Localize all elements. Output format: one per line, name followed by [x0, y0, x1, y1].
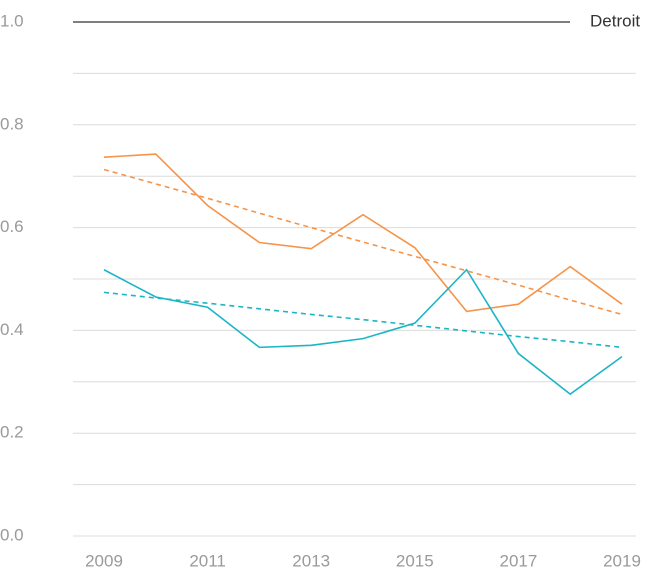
trend-line [103, 168, 623, 316]
series-line [103, 153, 623, 313]
x-tick-label: 2009 [85, 551, 123, 570]
reference-label: Detroit [590, 11, 640, 30]
y-tick-label: 0.4 [0, 320, 24, 339]
y-tick-label: 0.8 [0, 114, 24, 133]
x-tick-label: 2011 [189, 551, 226, 570]
x-tick-label: 2015 [396, 551, 434, 570]
trend-line [103, 291, 623, 349]
y-tick-label: 0.2 [0, 423, 24, 442]
y-tick-label: 0.6 [0, 217, 24, 236]
y-tick-label: 0.0 [0, 525, 24, 544]
x-tick-label: 2019 [603, 551, 641, 570]
x-tick-label: 2013 [292, 551, 330, 570]
series-line [103, 268, 623, 396]
x-tick-label: 2017 [499, 551, 537, 570]
y-tick-label: 1.0 [0, 11, 24, 30]
